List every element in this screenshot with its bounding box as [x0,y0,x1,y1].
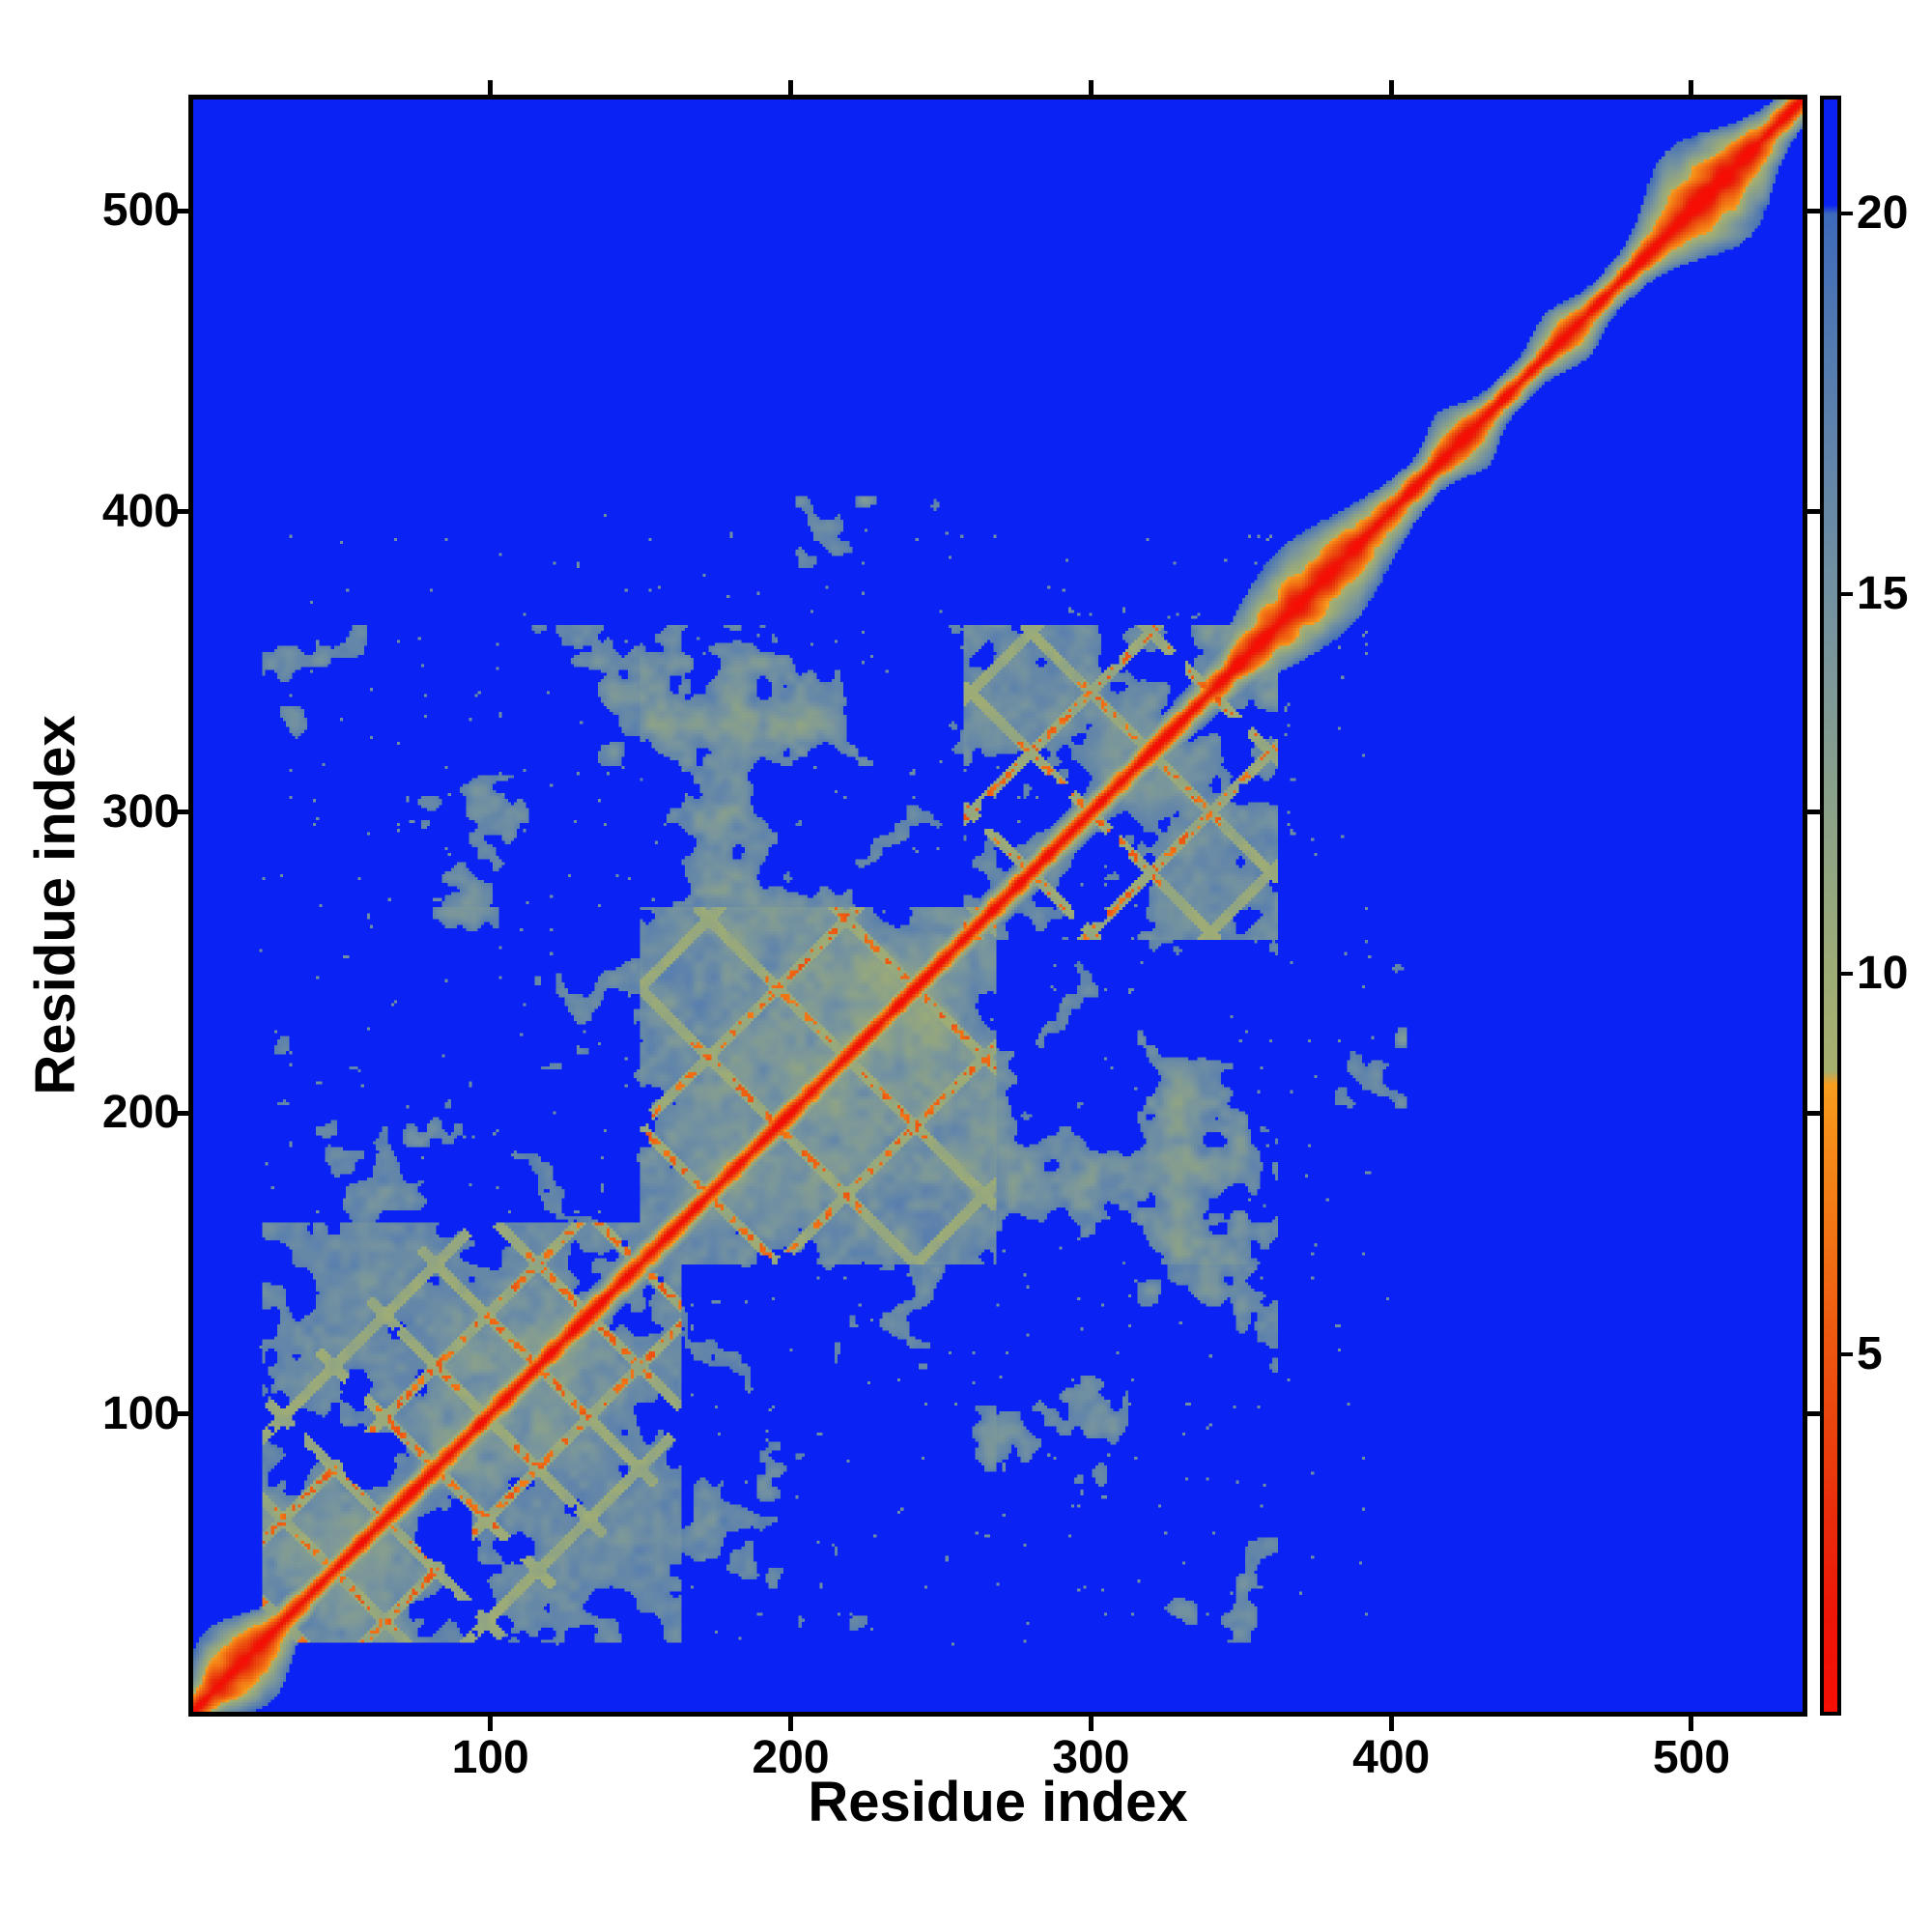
y-tick-label-300: 300 [101,785,180,838]
x-tick-label-200: 200 [752,1732,830,1783]
x-tick-top-400 [1388,80,1394,95]
y-tick-label-400: 400 [101,485,180,537]
y-tick-left-200 [174,1110,188,1116]
x-tick-bottom-100 [488,1717,494,1731]
y-tick-left-400 [174,509,188,515]
x-tick-top-500 [1689,80,1694,95]
y-tick-label-500: 500 [101,185,180,237]
y-tick-left-100 [174,1411,188,1417]
colorbar-tick-label-20: 20 [1857,187,1909,240]
x-tick-top-200 [788,80,794,95]
x-tick-bottom-500 [1689,1717,1694,1731]
x-tick-bottom-400 [1388,1717,1394,1731]
colorbar-gradient [1824,99,1837,1712]
y-tick-right-400 [1807,509,1820,515]
x-tick-bottom-200 [788,1717,794,1731]
colorbar-tick-label-15: 15 [1857,567,1909,619]
y-tick-right-300 [1807,810,1820,815]
colorbar-tick-5 [1841,1351,1853,1356]
x-tick-label-500: 500 [1652,1732,1731,1783]
x-tick-label-300: 300 [1052,1732,1130,1783]
x-axis-title: Residue index [808,1771,1188,1833]
colorbar-tick-label-10: 10 [1857,948,1909,1000]
colorbar-tick-15 [1841,591,1853,596]
x-tick-top-300 [1088,80,1094,95]
y-tick-left-500 [174,208,188,213]
y-tick-label-100: 100 [101,1387,180,1439]
heatmap-matrix [193,99,1803,1712]
y-tick-left-300 [174,810,188,815]
colorbar-tick-label-5: 5 [1857,1327,1883,1379]
y-tick-label-200: 200 [101,1087,180,1139]
y-tick-right-100 [1807,1411,1820,1417]
x-tick-label-400: 400 [1352,1732,1431,1783]
y-tick-right-500 [1807,208,1820,213]
colorbar-tick-20 [1841,212,1853,216]
y-tick-right-200 [1807,1110,1820,1116]
x-tick-bottom-300 [1088,1717,1094,1731]
colorbar-tick-10 [1841,972,1853,977]
x-tick-top-100 [488,80,494,95]
x-tick-label-100: 100 [451,1732,529,1783]
